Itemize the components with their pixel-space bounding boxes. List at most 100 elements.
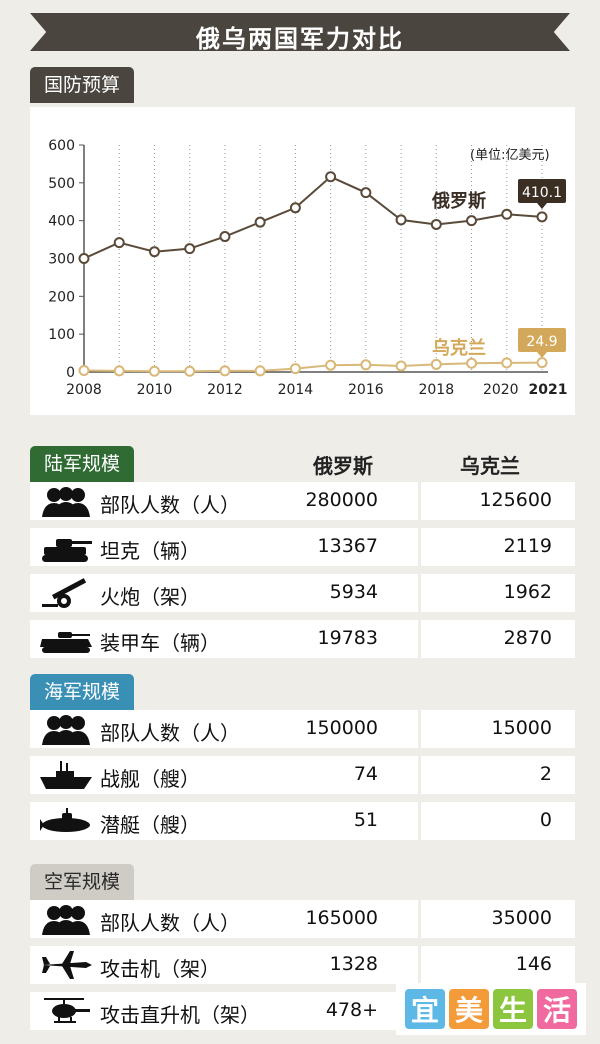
russia-value: 5934 [329,581,378,603]
x-tick-label: 2010 [137,382,173,398]
page-title: 俄乌两国军力对比 [196,25,404,53]
x-tick-label: 2016 [348,382,384,398]
y-tick-label: 200 [48,289,75,305]
troops-icon [42,905,90,935]
column-divider [418,756,421,794]
data-point [395,214,407,226]
russia-value: 1328 [329,953,378,975]
table-row: 坦克（辆） 13367 2119 [30,528,575,566]
data-point [395,360,407,372]
russia-value: 478+ [325,999,378,1021]
ukraine-value: 1962 [503,581,552,603]
row-label: 部队人数（人） [100,721,240,745]
russia-value: 165000 [305,907,378,929]
data-point [219,365,231,377]
unit-label: (单位:亿美元) [470,148,550,163]
data-point [289,363,301,375]
data-point [430,218,442,230]
data-point [219,231,231,243]
data-point [184,243,196,255]
column-divider [418,946,421,984]
title-banner: 俄乌两国军力对比 [30,13,570,51]
column-header-russia: 俄罗斯 [313,454,373,478]
series-label: 乌克兰 [432,337,486,359]
data-point [148,365,160,377]
table-row: 部队人数（人） 150000 15000 [30,710,575,748]
row-label: 部队人数（人） [100,911,240,935]
army-section-tab: 陆军规模 [30,446,135,482]
table-row: 潜艇（艘） 51 0 [30,802,575,840]
data-point [466,215,478,227]
data-point [254,216,266,228]
russia-value: 280000 [305,489,378,511]
end-value-tag [518,328,566,352]
series-label: 俄罗斯 [431,190,486,212]
end-value-tag-pointer [537,203,547,209]
ukraine-value: 2 [539,763,552,785]
table-row: 攻击机（架） 1328 146 [30,946,575,984]
watermark-char: 活 [537,989,577,1029]
row-label: 火炮（架） [100,585,200,609]
attack-plane-icon [42,951,92,979]
row-label: 攻击直升机（架） [100,1003,260,1027]
table-row: 装甲车（辆） 19783 2870 [30,620,575,658]
watermark-char: 生 [493,989,533,1029]
x-tick-label: 2018 [418,382,454,398]
series-line [83,175,543,260]
russia-value: 19783 [317,627,378,649]
data-point [360,187,372,199]
x-tick-label: 2008 [66,382,102,398]
watermark-char: 宜 [405,989,445,1029]
data-point [113,365,125,377]
column-divider [418,528,421,566]
data-point [536,357,548,369]
y-tick-label: 500 [48,176,75,192]
end-value-label: 24.9 [526,334,557,350]
table-row: 火炮（架） 5934 1962 [30,574,575,612]
data-point [254,365,266,377]
navy-section-tab: 海军规模 [30,674,135,710]
table-row: 部队人数（人） 165000 35000 [30,900,575,938]
end-value-tag-pointer [537,352,547,358]
y-tick-label: 600 [48,138,75,154]
ukraine-value: 0 [539,809,552,831]
y-tick-label: 0 [66,365,75,381]
data-point [430,358,442,370]
column-divider [418,802,421,840]
data-point [325,171,337,183]
data-point [78,253,90,264]
russia-value: 150000 [305,717,378,739]
data-point [501,208,513,220]
watermark-char: 美 [449,989,489,1029]
ukraine-value: 146 [515,953,552,975]
y-tick-label: 300 [48,252,75,268]
x-tick-label: 2021 [529,382,568,398]
row-label: 战舰（艘） [100,767,200,791]
table-row: 部队人数（人） 280000 125600 [30,482,575,520]
ukraine-value: 35000 [491,907,552,929]
x-tick-label: 2014 [278,382,314,398]
data-point [325,359,337,371]
warship-icon [40,761,92,789]
ukraine-value: 125600 [479,489,552,511]
series-line [83,361,543,373]
row-label: 装甲车（辆） [100,631,220,655]
data-point [78,364,90,376]
column-divider [418,482,421,520]
tank-icon [42,539,92,562]
end-value-tag [518,179,566,203]
column-divider [418,900,421,938]
armored-vehicle-icon [40,632,92,653]
data-point [466,357,478,369]
row-label: 部队人数（人） [100,493,240,517]
y-tick-label: 400 [48,214,75,230]
x-tick-label: 2012 [207,382,243,398]
table-row: 战舰（艘） 74 2 [30,756,575,794]
artillery-icon [42,578,87,608]
column-divider [418,710,421,748]
russia-value: 51 [353,809,378,831]
troops-icon [42,487,90,517]
budget-section-tab: 国防预算 [30,67,135,103]
helicopter-icon [44,998,90,1023]
data-point [289,202,301,214]
